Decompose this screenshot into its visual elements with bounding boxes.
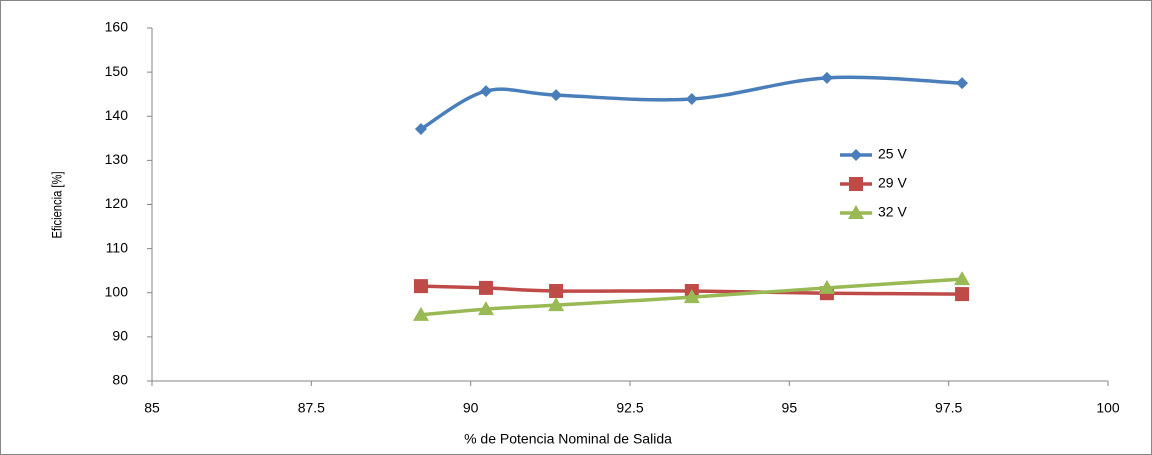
x-tick-label: 90 bbox=[463, 400, 479, 416]
y-tick-label: 100 bbox=[105, 283, 129, 299]
legend-marker bbox=[849, 177, 863, 191]
data-point bbox=[477, 301, 494, 316]
y-tick-label: 90 bbox=[112, 328, 128, 344]
data-point bbox=[818, 279, 835, 294]
data-point bbox=[820, 71, 833, 84]
x-tick-label: 87.5 bbox=[298, 400, 325, 416]
y-tick-label: 150 bbox=[105, 63, 129, 79]
data-point bbox=[955, 287, 970, 302]
y-tick-label: 110 bbox=[106, 239, 129, 255]
y-tick-label: 120 bbox=[105, 195, 129, 211]
y-tick-label: 80 bbox=[112, 372, 128, 388]
data-point bbox=[548, 297, 565, 312]
legend-label: 25 V bbox=[878, 146, 907, 162]
data-point bbox=[412, 306, 429, 321]
x-tick-label: 85 bbox=[144, 400, 160, 416]
legend-marker bbox=[848, 205, 864, 219]
legend-label: 32 V bbox=[878, 204, 907, 220]
data-point bbox=[479, 85, 492, 98]
data-point bbox=[413, 279, 428, 294]
legend-label: 29 V bbox=[878, 175, 907, 191]
data-point bbox=[956, 77, 969, 90]
x-tick-label: 92.5 bbox=[616, 400, 643, 416]
y-tick-label: 130 bbox=[105, 151, 129, 167]
y-tick-label: 140 bbox=[105, 107, 129, 123]
data-point bbox=[414, 123, 427, 136]
data-point bbox=[549, 283, 564, 298]
y-tick-label: 160 bbox=[105, 19, 129, 35]
x-tick-label: 97.5 bbox=[935, 400, 962, 416]
data-point bbox=[478, 280, 493, 295]
data-point bbox=[954, 271, 971, 286]
data-point bbox=[685, 93, 698, 106]
y-axis-title: Eficiencia [%] bbox=[50, 171, 65, 238]
data-point bbox=[550, 89, 563, 102]
x-tick-label: 100 bbox=[1096, 400, 1120, 416]
x-tick-label: 95 bbox=[782, 400, 798, 416]
legend-marker bbox=[850, 149, 862, 161]
data-point bbox=[683, 289, 700, 304]
x-axis-title: % de Potencia Nominal de Salida bbox=[464, 431, 672, 447]
